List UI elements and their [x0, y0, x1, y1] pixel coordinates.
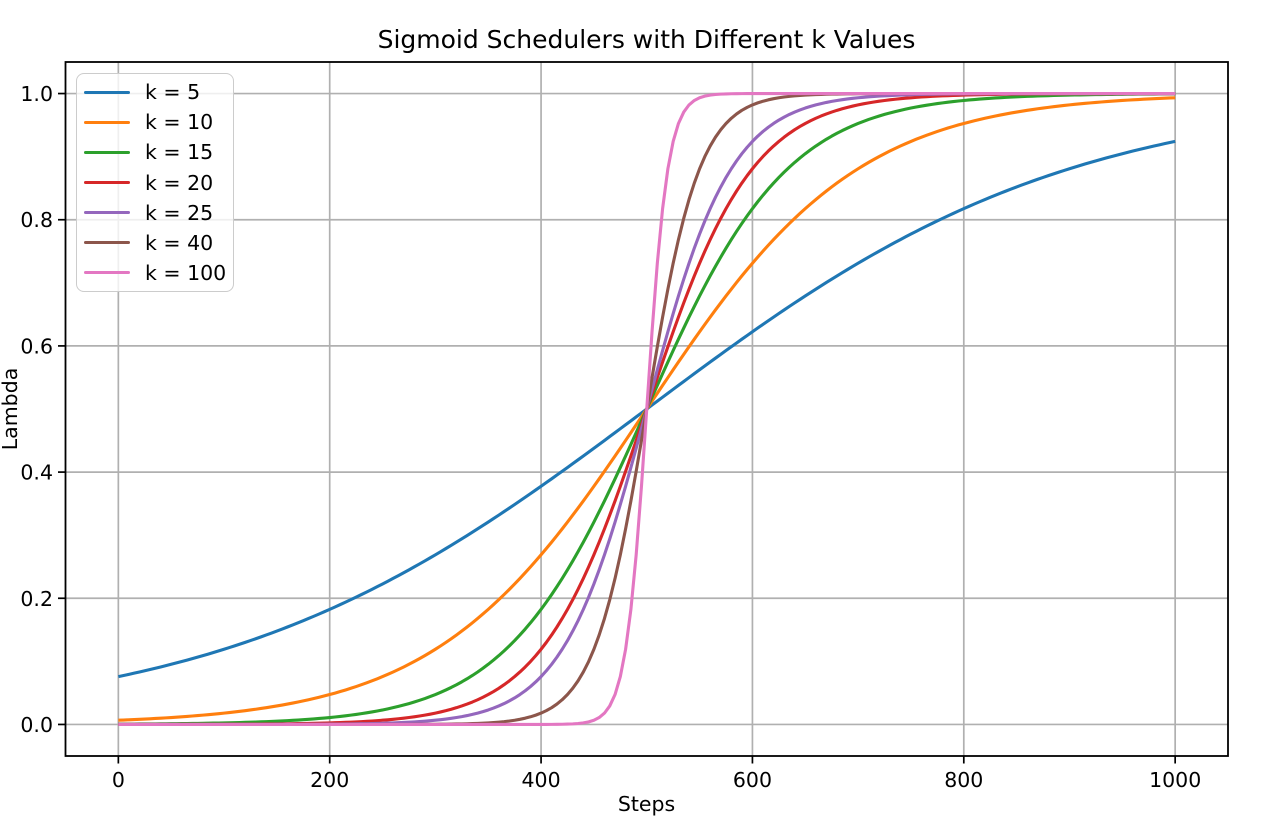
y-tick-label: 0.0 — [20, 713, 53, 737]
legend-line-swatch — [84, 120, 130, 124]
chart-title: Sigmoid Schedulers with Different k Valu… — [377, 25, 916, 54]
y-tick-label: 0.4 — [20, 461, 53, 485]
x-tick-label: 600 — [733, 768, 772, 792]
y-tick-label: 0.8 — [20, 208, 53, 232]
legend-item: k = 10 — [84, 107, 233, 137]
x-tick-label: 200 — [310, 768, 349, 792]
legend-item-label: k = 40 — [145, 230, 214, 255]
legend-item: k = 25 — [84, 198, 233, 228]
legend-line-swatch — [84, 241, 130, 245]
legend: k = 5 k = 10 k = 15 k = 20 k = 25 k = 40 k = 1… — [76, 73, 234, 292]
y-tick-label: 0.6 — [20, 334, 53, 358]
legend-item: k = 40 — [84, 228, 233, 258]
legend-line-swatch — [84, 150, 130, 154]
legend-item: k = 15 — [84, 137, 233, 167]
legend-item-label: k = 25 — [145, 200, 214, 225]
legend-line-swatch — [84, 90, 130, 94]
x-tick-label: 0 — [112, 768, 125, 792]
legend-line-swatch — [84, 211, 130, 215]
legend-item-label: k = 100 — [145, 260, 227, 285]
legend-item-label: k = 10 — [145, 110, 214, 135]
y-tick-label: 0.2 — [20, 587, 53, 611]
legend-item: k = 100 — [84, 258, 233, 288]
legend-item: k = 20 — [84, 168, 233, 198]
x-tick-label: 800 — [944, 768, 983, 792]
legend-line-swatch — [84, 271, 130, 275]
x-tick-label: 400 — [521, 768, 560, 792]
legend-item-label: k = 15 — [145, 140, 214, 165]
y-tick-label: 1.0 — [20, 82, 53, 106]
curve-k-100 — [118, 92, 1176, 726]
legend-item: k = 5 — [84, 77, 233, 107]
x-tick-label: 1000 — [1149, 768, 1201, 792]
legend-item-label: k = 20 — [145, 170, 214, 195]
y-axis-label: Lambda — [0, 367, 22, 451]
x-axis-label: Steps — [617, 792, 676, 816]
axes-spines — [64, 61, 1229, 757]
legend-item-label: k = 5 — [145, 80, 201, 105]
legend-line-swatch — [84, 180, 130, 185]
